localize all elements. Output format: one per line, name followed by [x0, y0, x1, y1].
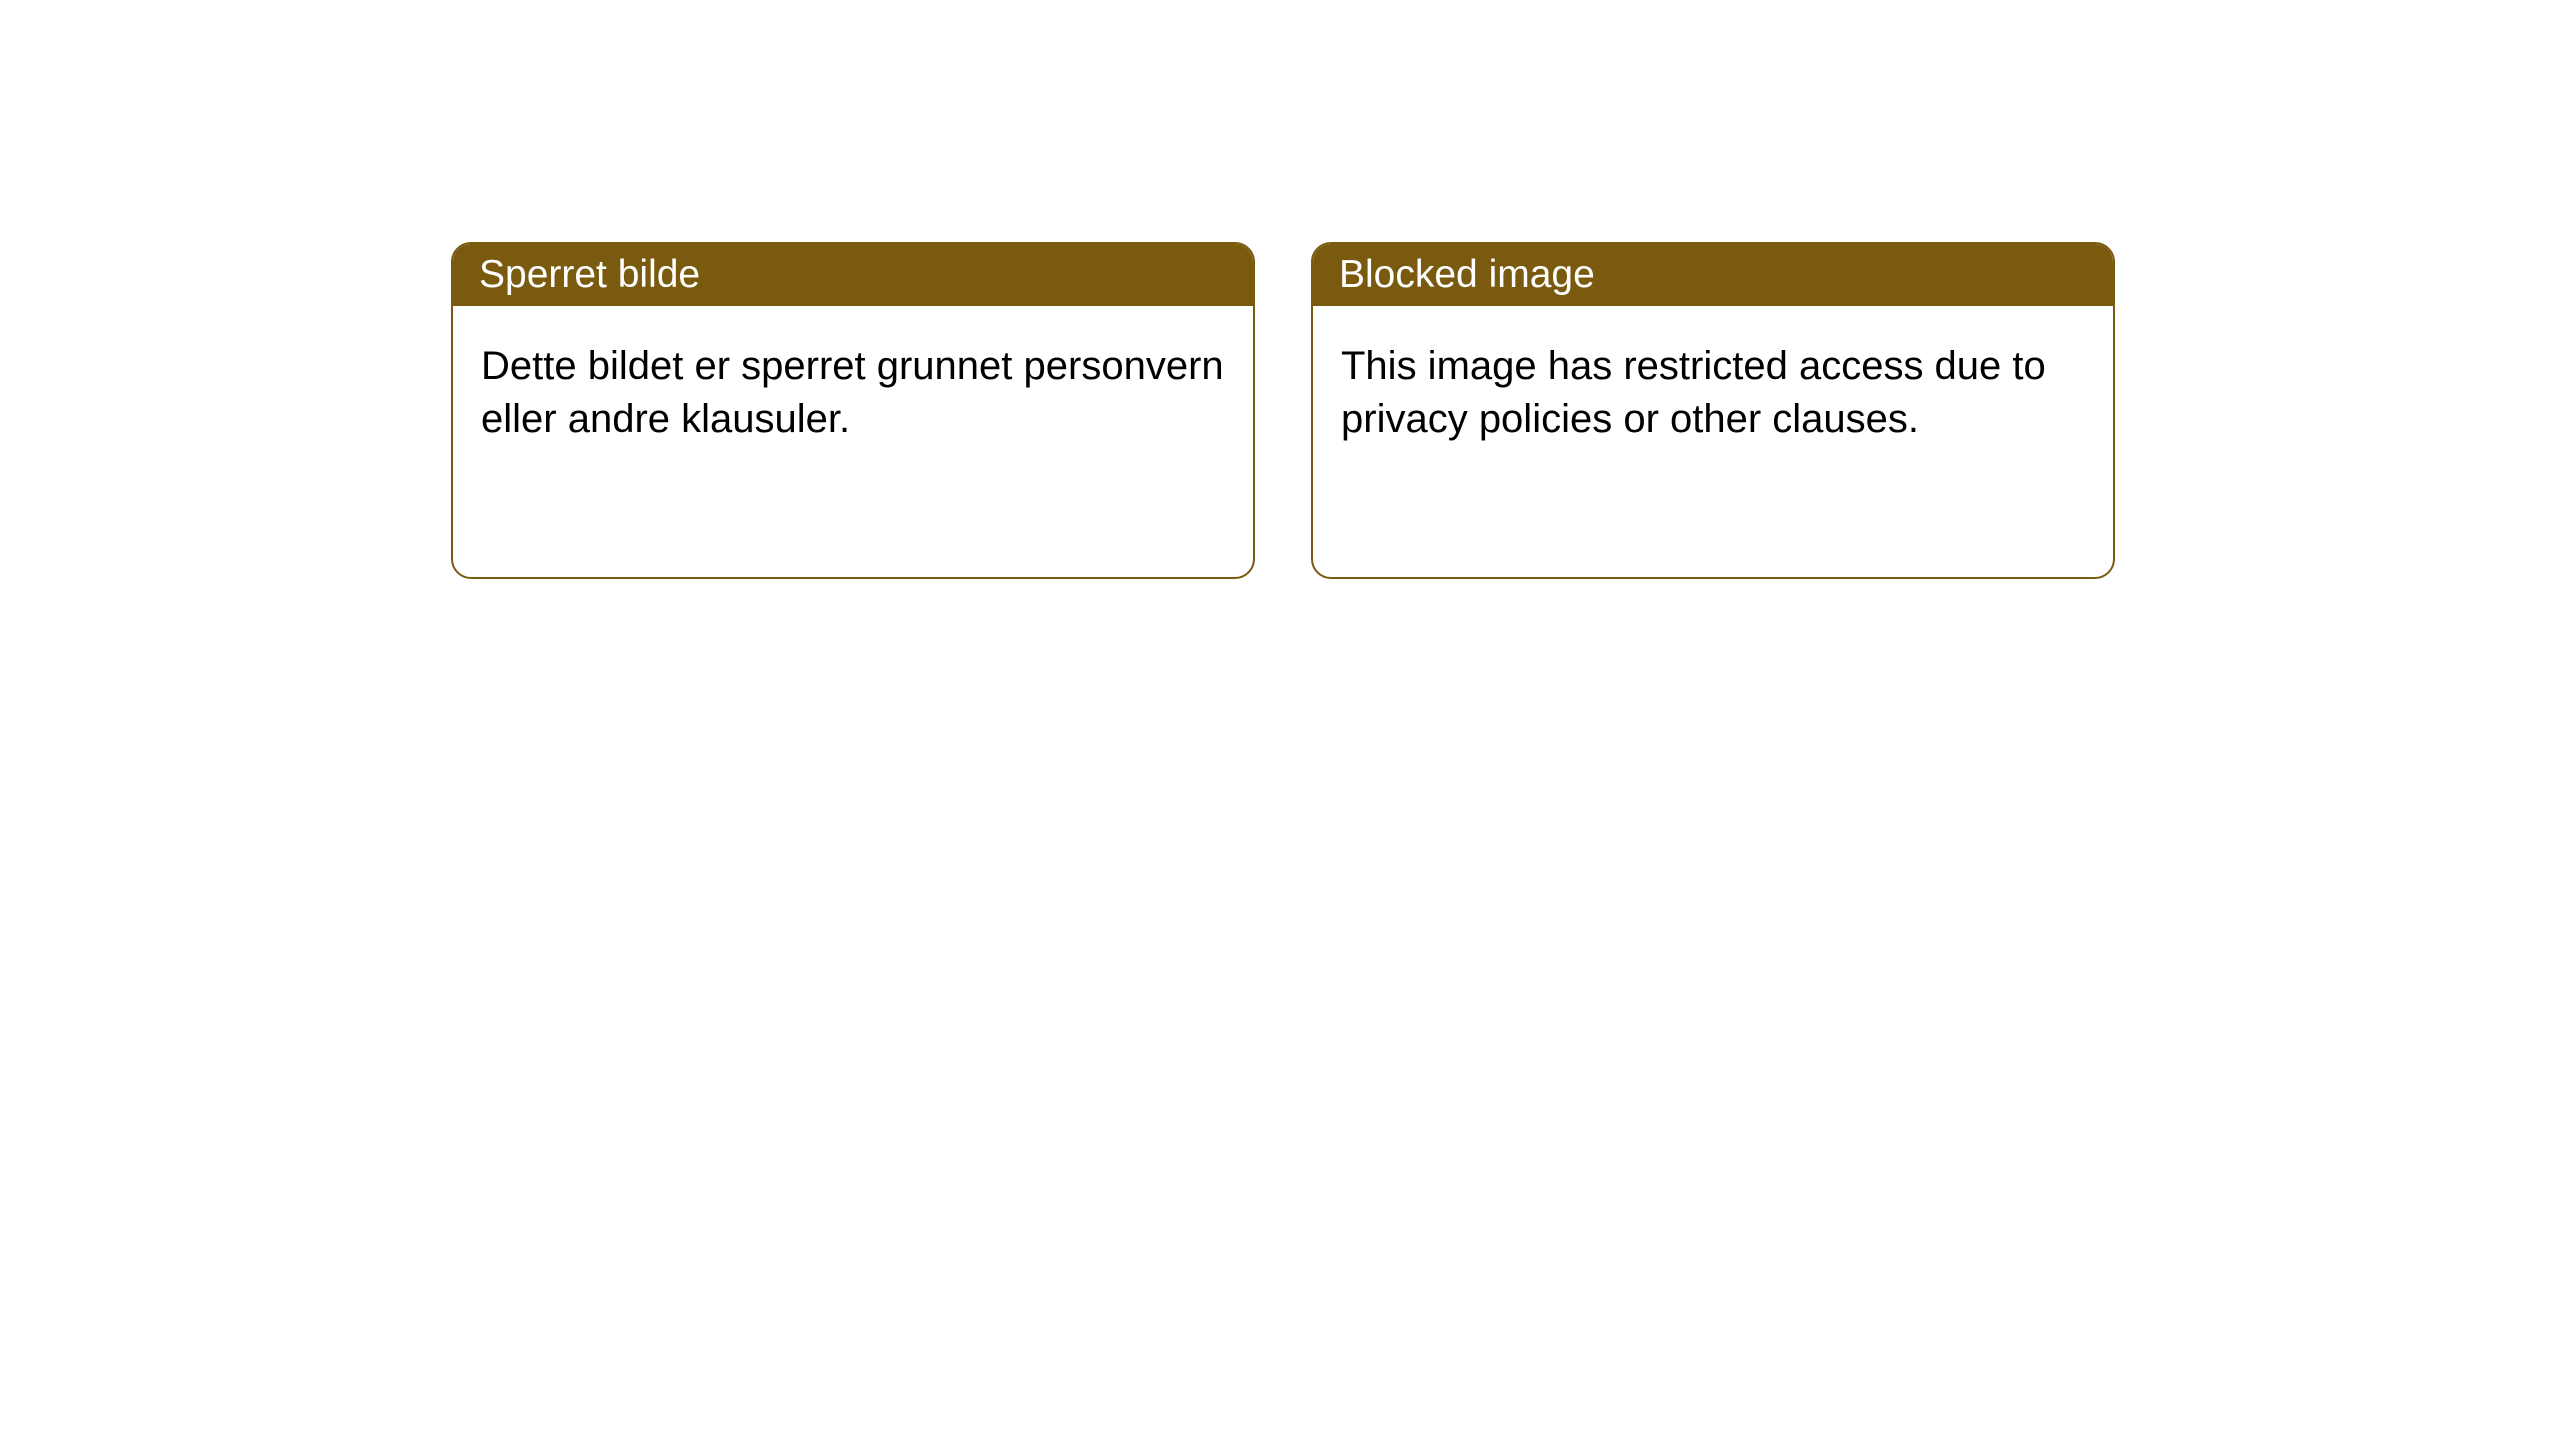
- notice-card-header: Blocked image: [1313, 244, 2113, 306]
- notice-card-english: Blocked image This image has restricted …: [1311, 242, 2115, 579]
- notice-card-body: This image has restricted access due to …: [1313, 306, 2113, 480]
- notice-card-norwegian: Sperret bilde Dette bildet er sperret gr…: [451, 242, 1255, 579]
- notice-title: Sperret bilde: [479, 253, 700, 297]
- notice-card-body: Dette bildet er sperret grunnet personve…: [453, 306, 1253, 480]
- notice-container: Sperret bilde Dette bildet er sperret gr…: [0, 0, 2560, 579]
- notice-body-text: Dette bildet er sperret grunnet personve…: [481, 344, 1224, 441]
- notice-title: Blocked image: [1339, 253, 1595, 297]
- notice-body-text: This image has restricted access due to …: [1341, 344, 2046, 441]
- notice-card-header: Sperret bilde: [453, 244, 1253, 306]
